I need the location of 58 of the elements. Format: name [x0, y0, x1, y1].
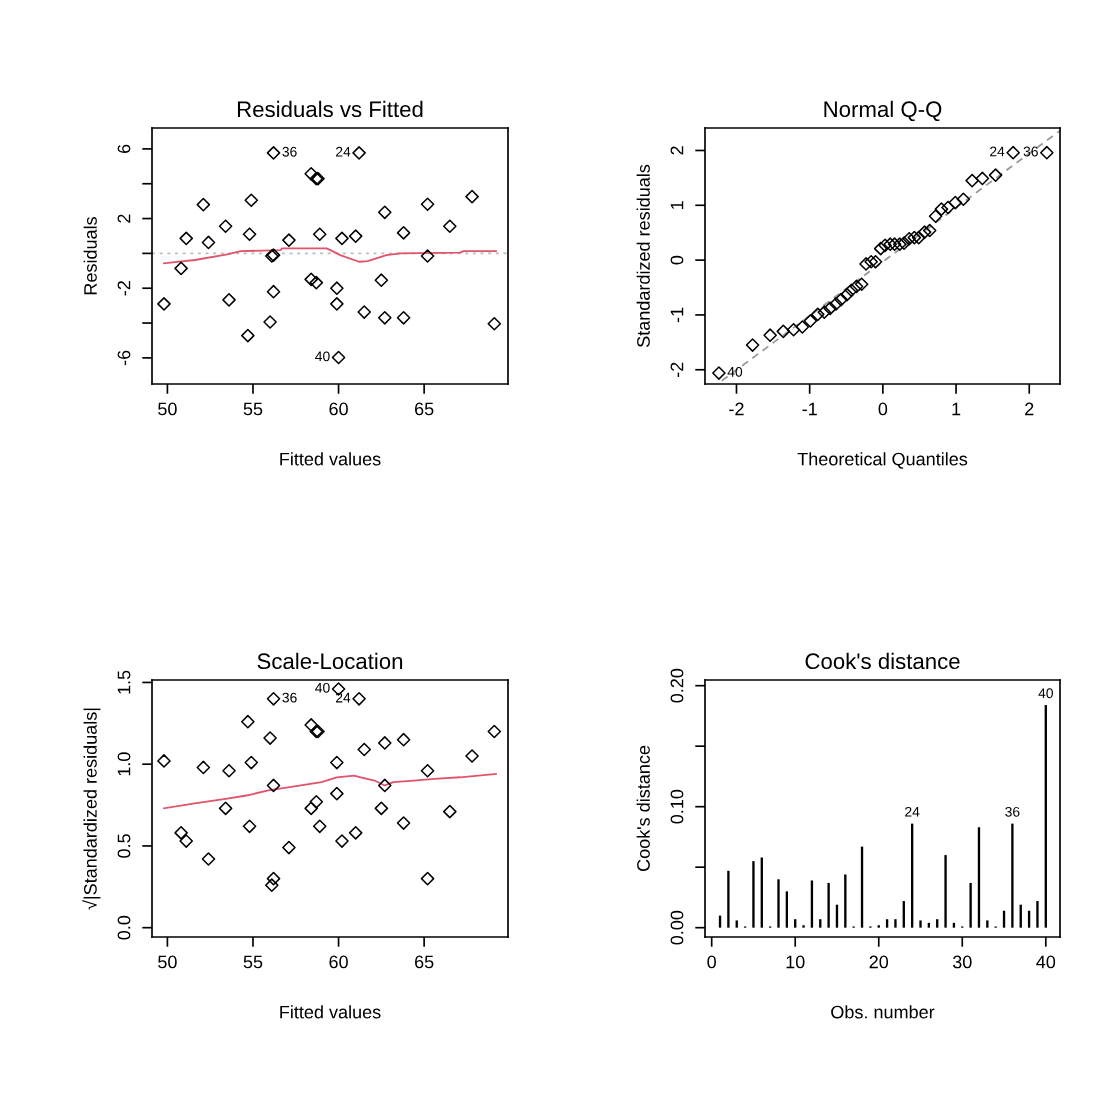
- y-tick-label: -2: [670, 362, 684, 377]
- x-tick-label: 40: [1036, 955, 1056, 969]
- annotation: 36: [1023, 146, 1038, 157]
- annotation: 36: [282, 146, 297, 157]
- chart-title: Cook's distance: [805, 652, 960, 670]
- x-tick-label: 10: [786, 955, 805, 969]
- y-tick-label: 1.5: [117, 670, 131, 694]
- y-tick-label: -2: [117, 281, 131, 296]
- y-axis-title: Residuals: [83, 217, 97, 295]
- x-tick-label: 65: [415, 402, 434, 416]
- x-axis-title: Fitted values: [280, 452, 381, 466]
- y-axis-title: √|Standardized residuals|: [82, 708, 101, 910]
- y-tick-label: 2: [670, 146, 684, 155]
- x-tick-label: 50: [158, 955, 177, 969]
- x-tick-label: 60: [329, 402, 348, 416]
- x-axis-title: Fitted values: [280, 1005, 381, 1019]
- y-tick-label: 0.0: [117, 915, 131, 940]
- annotation: 36: [282, 692, 297, 703]
- annotation: 40: [315, 682, 330, 693]
- y-tick-label: 0.00: [670, 910, 684, 945]
- y-axis-title: Standardized residuals: [636, 164, 650, 348]
- x-tick-label: 50: [158, 402, 177, 416]
- y-tick-label: 0.20: [670, 668, 684, 703]
- x-axis-title: Theoretical Quantiles: [797, 452, 968, 469]
- y-axis-title: Cook's distance: [636, 745, 650, 872]
- annotation: 24: [990, 146, 1005, 157]
- annotation: 40: [1038, 688, 1053, 699]
- x-tick-label: 55: [243, 955, 263, 969]
- x-tick-label: 2: [1025, 402, 1034, 416]
- x-tick-label: 0: [707, 955, 716, 969]
- x-tick-label: 0: [878, 402, 888, 416]
- y-tick-label: -6: [117, 350, 131, 366]
- y-tick-label: -1: [670, 307, 684, 323]
- x-tick-label: 55: [243, 402, 263, 416]
- annotation: 40: [315, 351, 330, 362]
- y-tick-label: 2: [117, 214, 131, 223]
- x-tick-label: -2: [729, 402, 744, 416]
- annotation: 24: [336, 146, 351, 157]
- x-tick-label: -1: [802, 402, 817, 416]
- chart-title: Normal Q-Q: [824, 100, 942, 122]
- x-tick-label: 65: [415, 955, 434, 969]
- annotation: 40: [727, 366, 743, 377]
- y-tick-label: 0.5: [117, 834, 131, 858]
- x-tick-label: 60: [329, 955, 348, 969]
- annotation: 36: [1005, 806, 1020, 817]
- y-tick-label: 1: [670, 201, 684, 209]
- y-tick-label: 0: [670, 255, 684, 265]
- annotation: 24: [905, 806, 920, 817]
- x-tick-label: 30: [952, 955, 972, 969]
- chart-title: Scale-Location: [257, 652, 403, 670]
- y-tick-label: 1.0: [117, 752, 131, 776]
- x-tick-label: 1: [952, 402, 961, 416]
- y-tick-label: 6: [117, 144, 131, 153]
- y-tick-label: 0.10: [670, 789, 684, 824]
- annotation: 24: [336, 692, 351, 703]
- x-tick-label: 20: [869, 955, 889, 969]
- x-axis-title: Obs. number: [831, 1005, 935, 1019]
- chart-title: Residuals vs Fitted: [237, 100, 423, 118]
